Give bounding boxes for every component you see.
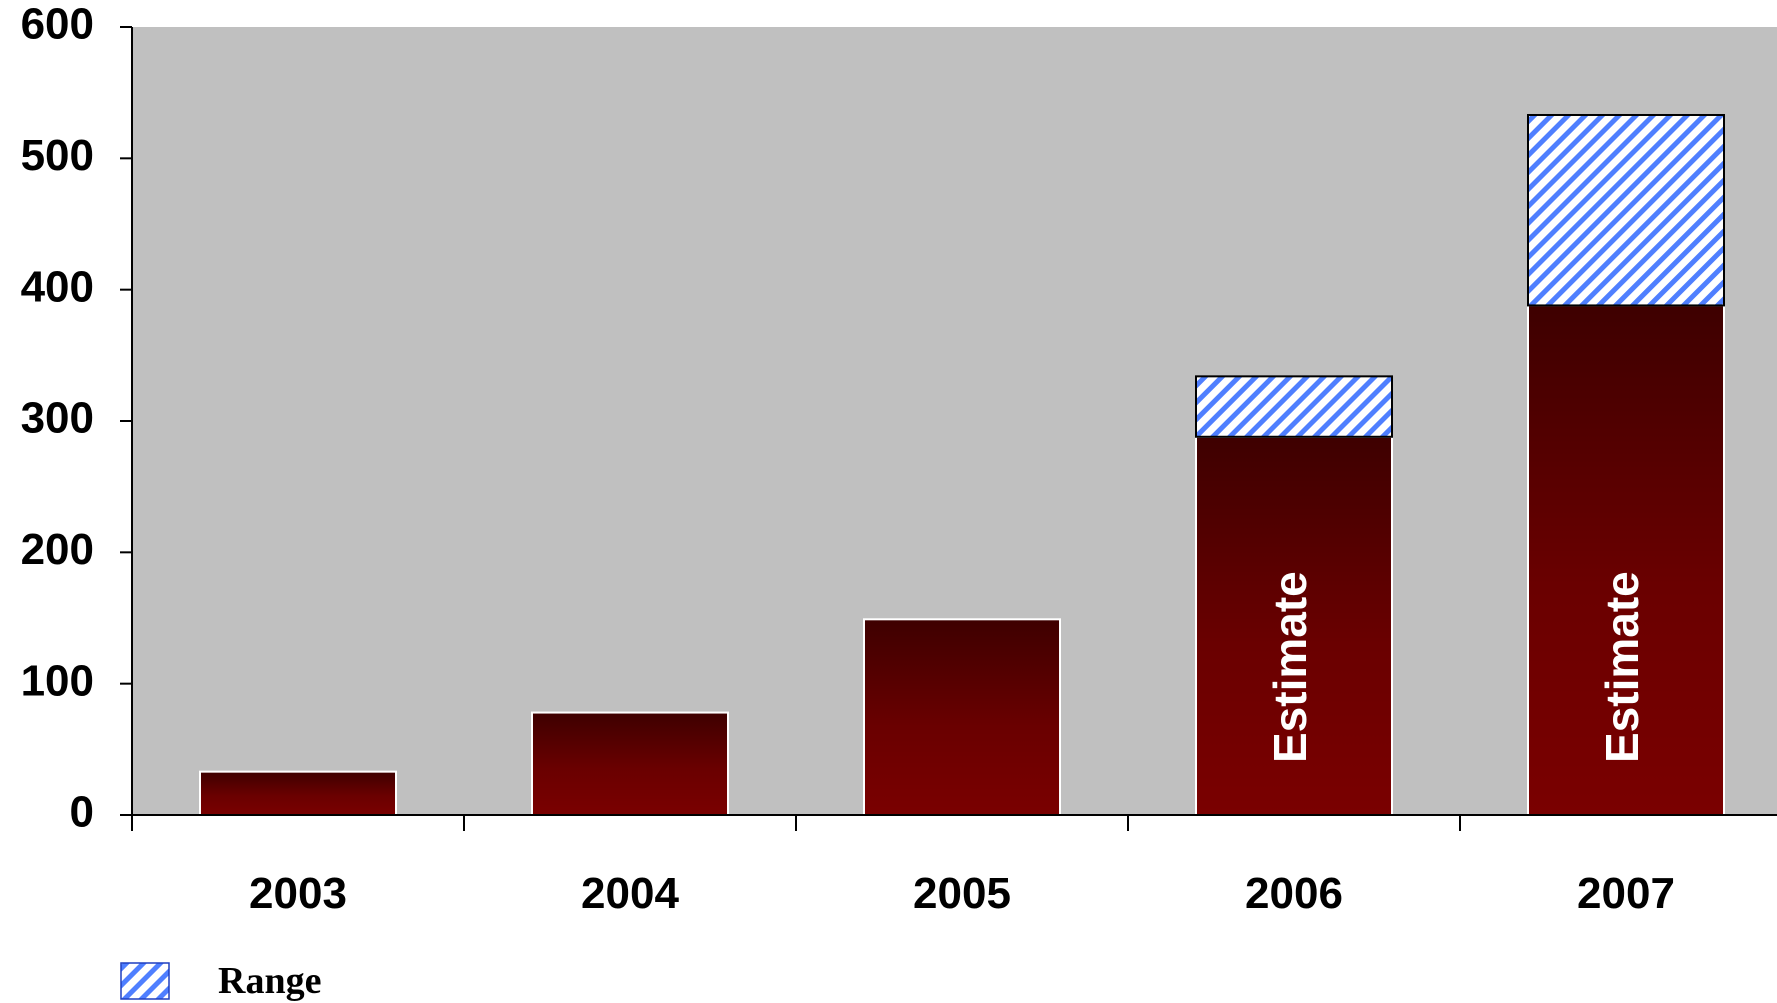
y-tick-label-400: 400	[21, 262, 94, 311]
y-tick-label-600: 600	[21, 0, 94, 49]
bar-2003	[199, 770, 397, 816]
bar-2004	[531, 711, 729, 816]
y-tick-label-500: 500	[21, 131, 94, 180]
bar-2006	[1195, 435, 1393, 816]
x-tick-label-2007: 2007	[1577, 869, 1675, 918]
x-tick-label-2006: 2006	[1245, 869, 1343, 918]
y-tick-label-200: 200	[21, 525, 94, 574]
bar-2005	[863, 618, 1061, 817]
legend-swatch-range	[120, 962, 170, 1000]
x-tick-label-2005: 2005	[913, 869, 1011, 918]
range-bar-2007	[1527, 113, 1725, 307]
legend-label-range: Range	[218, 960, 321, 1002]
bar-annotation-2007: Estimate	[1596, 571, 1648, 763]
x-tick-label-2004: 2004	[581, 869, 679, 918]
y-tick-label-300: 300	[21, 394, 94, 443]
bar-annotation-2006: Estimate	[1264, 571, 1316, 763]
y-tick-label-0: 0	[70, 788, 94, 837]
y-tick-label-100: 100	[21, 656, 94, 705]
x-tick-label-2003: 2003	[249, 869, 347, 918]
range-bar-2006	[1195, 375, 1393, 438]
